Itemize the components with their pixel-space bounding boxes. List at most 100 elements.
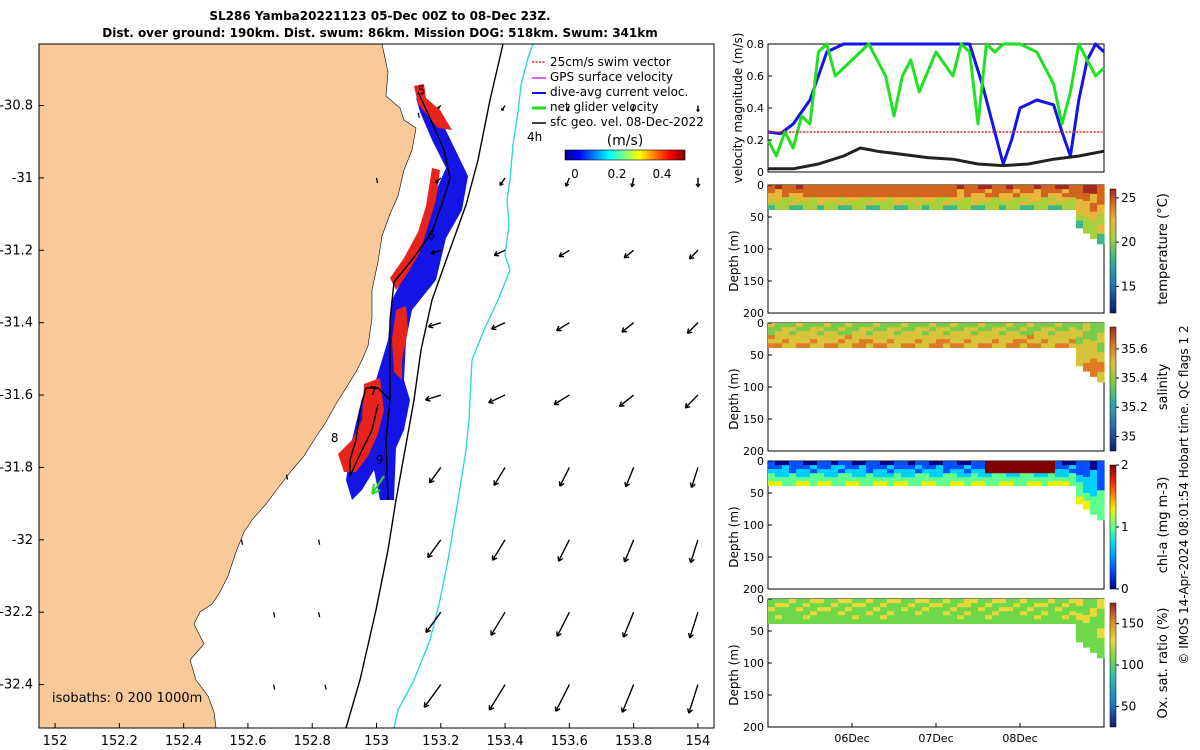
- section-cell: [999, 335, 1007, 340]
- geo-vector: [689, 611, 699, 639]
- section-cell: [992, 599, 1000, 604]
- section-cell: [950, 469, 958, 474]
- section-cell: [824, 205, 832, 210]
- section-cell: [1006, 193, 1014, 198]
- section-cell: [1048, 615, 1056, 620]
- geo-vector-head: [558, 481, 565, 487]
- section-cell: [1097, 638, 1105, 649]
- section-cell: [796, 473, 804, 478]
- section-cell: [978, 619, 986, 624]
- section-cell: [1041, 607, 1049, 612]
- section-cell: [992, 611, 1000, 616]
- velocity-ytick-label: 0.8: [747, 38, 765, 51]
- map-xtick-label: 152.6: [229, 734, 266, 749]
- section-cell: [985, 473, 993, 478]
- section-cell: [908, 205, 916, 210]
- section-cell: [943, 615, 951, 620]
- map-xtick-label: 152.4: [165, 734, 202, 749]
- section-colorbar-tick-label: 35.2: [1121, 400, 1148, 414]
- section-cell: [824, 201, 832, 206]
- section-cell: [845, 193, 853, 198]
- section-cell: [908, 193, 916, 198]
- section-cell: [824, 473, 832, 478]
- section-cell: [824, 481, 832, 486]
- geo-vector-head: [501, 108, 505, 112]
- section-cell: [775, 619, 783, 624]
- legend-entry-geo: sfc geo. vel. 08-Dec-2022: [550, 115, 704, 129]
- section-cell: [915, 197, 923, 202]
- section-cell: [943, 469, 951, 474]
- section-cell: [894, 619, 902, 624]
- geo-vector-head: [623, 556, 629, 563]
- section-cell: [1090, 349, 1098, 360]
- section-cell: [796, 189, 804, 194]
- section-cell: [817, 323, 825, 328]
- section-cell: [999, 331, 1007, 336]
- section-cell: [1006, 323, 1014, 328]
- section-cell: [999, 465, 1007, 470]
- section-cell: [929, 185, 937, 190]
- geo-vector-head: [488, 398, 494, 404]
- section-cell: [901, 205, 909, 210]
- section-cell: [810, 205, 818, 210]
- section-cell: [1041, 327, 1049, 332]
- section-cell: [894, 461, 902, 466]
- section-cell: [831, 189, 839, 194]
- section-cell: [866, 343, 874, 348]
- geo-vector-head: [423, 702, 430, 708]
- section-cell: [803, 603, 811, 608]
- section-cell: [964, 465, 972, 470]
- section-cell: [852, 339, 860, 344]
- section-cell: [817, 615, 825, 620]
- section-cell: [894, 603, 902, 608]
- section-cell: [922, 607, 930, 612]
- section-cell: [985, 343, 993, 348]
- section-cell: [1041, 343, 1049, 348]
- day-marker-6: 6: [427, 228, 435, 242]
- section-cell: [1083, 217, 1091, 226]
- geo-vector: [273, 612, 276, 618]
- section-cell: [1076, 489, 1084, 498]
- section-cell: [943, 335, 951, 340]
- section-cell: [817, 599, 825, 604]
- section-cell: [831, 603, 839, 608]
- section-cell: [936, 615, 944, 620]
- section-cell: [1097, 194, 1105, 206]
- map-colorbar-tick-2: 0.4: [652, 167, 671, 181]
- geo-vector: [556, 611, 570, 637]
- velocity-magnitude-panel: 0 0.2 0.4 0.6 0.8 velocity magnitude (m/s): [731, 33, 1106, 183]
- section-cell: [859, 461, 867, 466]
- section-cell: [915, 205, 923, 210]
- section-cell: [873, 465, 881, 470]
- section-cell: [775, 461, 783, 466]
- section-cell: [852, 201, 860, 206]
- section-cell: [1076, 634, 1084, 643]
- section-cell: [1097, 490, 1105, 501]
- section-cell: [964, 619, 972, 624]
- section-cell: [1076, 199, 1084, 207]
- section-cell: [1062, 477, 1070, 482]
- section-cell: [1048, 327, 1056, 332]
- section-cell: [1034, 599, 1042, 604]
- section-cell: [992, 619, 1000, 624]
- section-cell: [908, 603, 916, 608]
- section-cell: [992, 193, 1000, 198]
- section-cell: [768, 343, 776, 348]
- section-cell: [873, 339, 881, 344]
- section-cell: [929, 327, 937, 332]
- section-cell: [1076, 613, 1084, 621]
- section-cell: [796, 469, 804, 474]
- section-cell: [922, 481, 930, 486]
- map-ytick-label: -31.2: [0, 243, 33, 258]
- section-cell: [810, 327, 818, 332]
- section-cell: [1090, 599, 1098, 609]
- section-cell: [1069, 461, 1077, 466]
- section-cell: [852, 615, 860, 620]
- section-cell: [1090, 185, 1098, 195]
- section-cell: [1090, 643, 1098, 653]
- map-xtick-label: 153.2: [422, 734, 459, 749]
- section-cell: [999, 339, 1007, 344]
- section-cell: [936, 327, 944, 332]
- section-cell: [852, 205, 860, 210]
- section-cell: [999, 193, 1007, 198]
